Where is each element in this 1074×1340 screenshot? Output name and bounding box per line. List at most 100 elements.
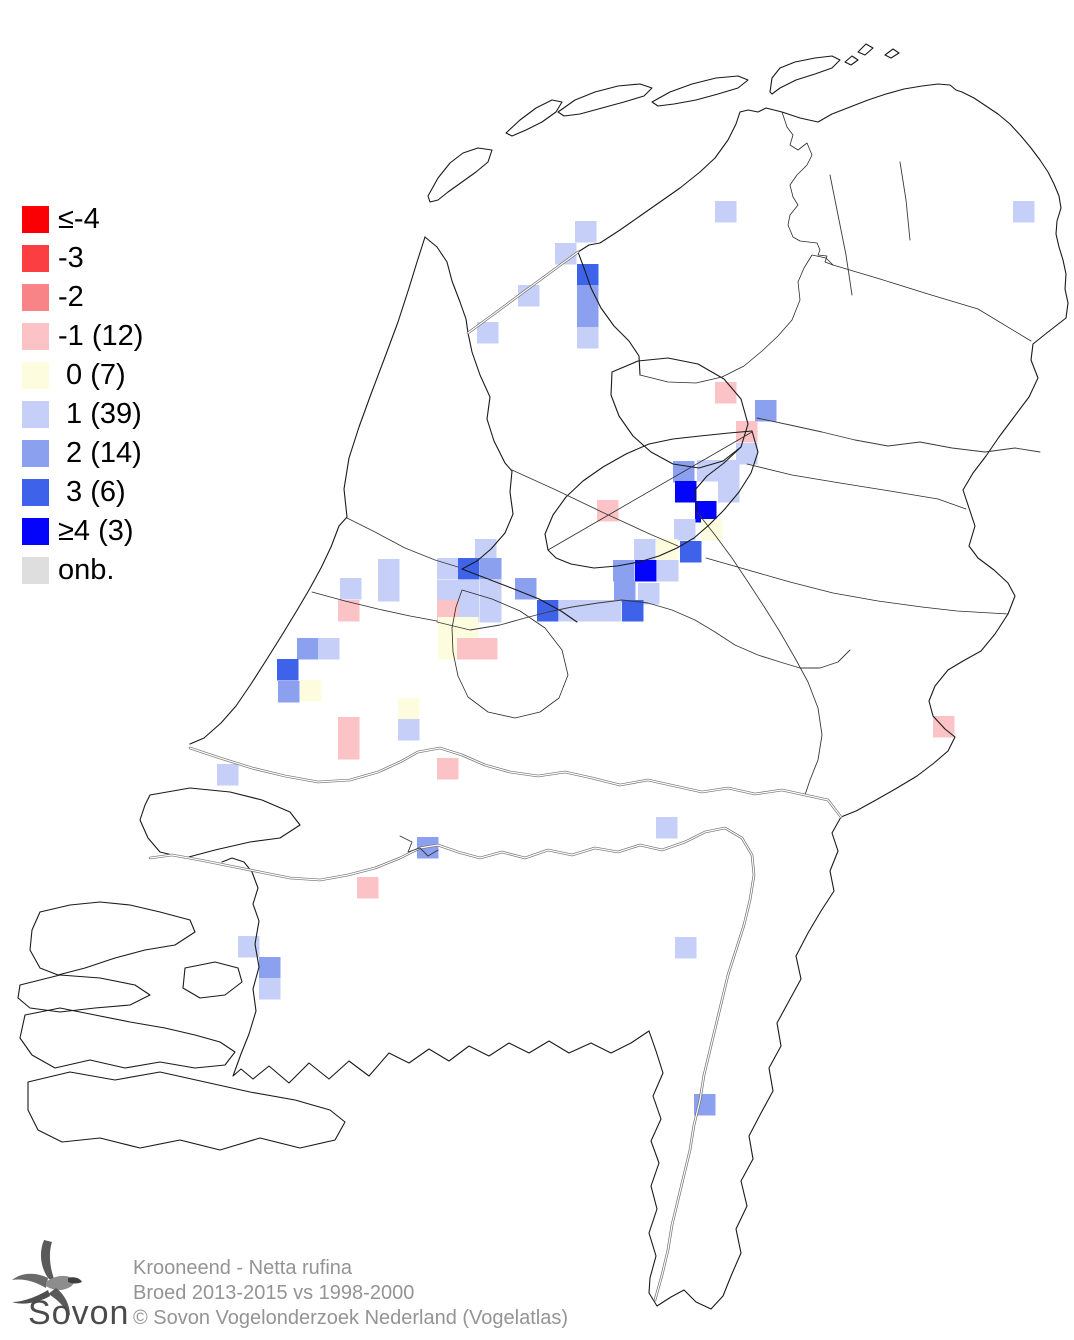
grid-cell	[277, 659, 299, 681]
grid-cell	[437, 600, 459, 622]
grid-cell	[575, 221, 597, 243]
grid-cell	[518, 285, 540, 307]
grid-cells	[217, 201, 1035, 1116]
grid-cell	[559, 600, 581, 622]
grid-cell	[597, 500, 619, 522]
legend-label: 1 (39)	[58, 398, 142, 430]
grid-cell	[338, 717, 360, 739]
grid-cell	[715, 382, 737, 404]
grid-cell	[577, 285, 599, 307]
logo-text: Sovon	[28, 1294, 129, 1332]
grid-cell	[577, 306, 599, 328]
grid-cell	[477, 322, 499, 344]
legend-item: 0 (7)	[22, 356, 143, 395]
legend-item: 2 (14)	[22, 434, 143, 473]
rivers	[148, 161, 1041, 1302]
wadden-islands	[427, 43, 900, 203]
legend-swatch	[22, 440, 49, 467]
grid-cell	[357, 877, 379, 899]
legend-item: ≥4 (3)	[22, 512, 143, 551]
grid-cell	[638, 583, 660, 605]
legend-label: 2 (14)	[58, 437, 142, 469]
grid-cell	[457, 617, 479, 639]
grid-cell	[475, 539, 497, 561]
legend-item: 1 (39)	[22, 395, 143, 434]
grid-cell	[695, 501, 717, 523]
grid-cell	[656, 817, 678, 839]
legend-label: -2	[58, 281, 84, 313]
grid-cell	[680, 541, 702, 563]
grid-cell	[675, 937, 697, 959]
coastline	[189, 83, 1069, 1310]
grid-cell	[697, 460, 719, 482]
legend-label: onb.	[58, 554, 115, 586]
grid-cell	[438, 638, 460, 660]
grid-cell	[577, 327, 599, 349]
grid-cell	[457, 638, 479, 660]
grid-cell	[437, 580, 459, 602]
legend-item: ≤-4	[22, 200, 143, 239]
grid-cell	[318, 638, 340, 660]
grid-cell	[1013, 201, 1035, 223]
legend-item: -1 (12)	[22, 317, 143, 356]
grid-cell	[378, 580, 400, 602]
grid-cell	[278, 681, 300, 703]
grid-cell	[338, 600, 360, 622]
grid-cell	[398, 719, 420, 741]
legend-swatch	[22, 362, 49, 389]
grid-cell	[537, 600, 559, 622]
grid-cell	[718, 481, 740, 503]
grid-cell	[458, 580, 480, 602]
legend-swatch	[22, 518, 49, 545]
grid-cell	[480, 558, 502, 580]
legend-swatch	[22, 479, 49, 506]
grid-cell	[438, 617, 460, 639]
grid-cell	[634, 539, 656, 561]
grid-cell	[238, 936, 260, 958]
polders	[544, 357, 759, 569]
grid-cell	[515, 578, 537, 600]
grid-cell	[480, 601, 502, 623]
grid-cell	[622, 600, 644, 622]
legend-label: 3 (6)	[58, 476, 126, 508]
province-borders	[311, 111, 1032, 719]
grid-cell	[437, 758, 459, 780]
legend-swatch	[22, 557, 49, 584]
legend-item: 3 (6)	[22, 473, 143, 512]
species-title: Krooneend - Netta rufina	[133, 1257, 353, 1279]
grid-cell	[259, 957, 281, 979]
period-subtitle: Broed 2013-2015 vs 1998-2000	[133, 1282, 415, 1304]
legend-item: -2	[22, 278, 143, 317]
legend-swatch	[22, 323, 49, 350]
grid-cell	[674, 519, 696, 541]
sovon-logo: Sovon	[12, 1240, 129, 1332]
grid-cell	[635, 560, 657, 582]
legend-swatch	[22, 245, 49, 272]
legend-swatch	[22, 284, 49, 311]
grid-cell	[340, 578, 362, 600]
grid-cell	[577, 264, 599, 286]
grid-cell	[259, 978, 281, 1000]
grid-cell	[736, 443, 758, 465]
grid-cell	[715, 201, 737, 223]
legend: ≤-4 -3 -2 -1 (12) 0 (7) 1 (39) 2 (14) 3 (6)…	[22, 200, 143, 590]
grid-cell	[398, 698, 420, 720]
legend-item: onb.	[22, 551, 143, 590]
swallow-icon	[12, 1240, 82, 1316]
grid-cell	[338, 738, 360, 760]
legend-item: -3	[22, 239, 143, 278]
legend-label: ≤-4	[58, 203, 100, 235]
legend-swatch	[22, 206, 49, 233]
grid-cell	[217, 764, 239, 786]
grid-cell	[480, 580, 502, 602]
legend-label: -1 (12)	[58, 320, 144, 352]
footer: Krooneend - Netta rufina Broed 2013-2015…	[133, 1256, 568, 1331]
grid-cell	[600, 600, 622, 622]
legend-label: -3	[58, 242, 84, 274]
copyright-line: © Sovon Vogelonderzoek Nederland (Vogela…	[133, 1307, 569, 1329]
grid-cell	[378, 559, 400, 581]
grid-cell	[476, 638, 498, 660]
grid-cell	[718, 460, 740, 482]
